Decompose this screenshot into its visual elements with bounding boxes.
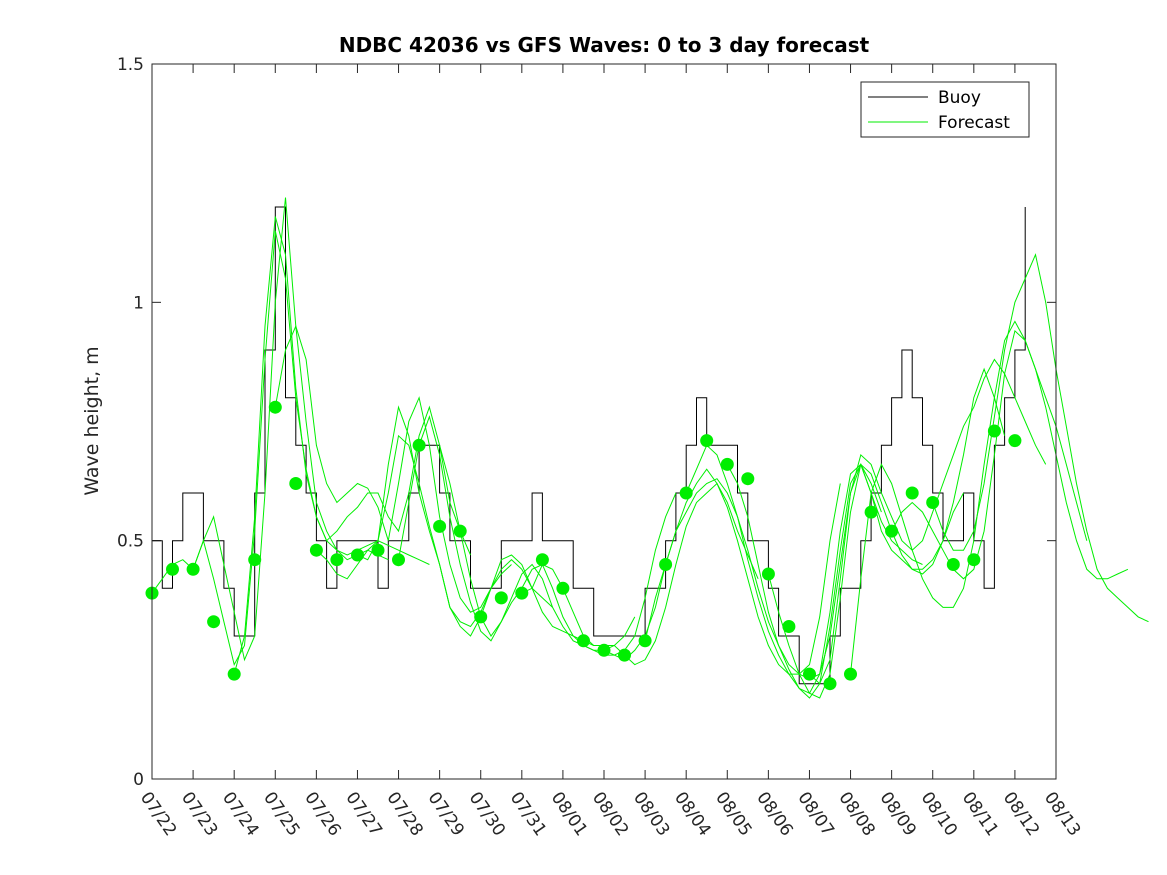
analysis-point: [577, 634, 590, 648]
forecast-series-line-16: [850, 320, 1088, 675]
analysis-point: [823, 677, 837, 691]
forecast-series-line-13: [726, 463, 964, 699]
analysis-point: [166, 562, 179, 576]
analysis-point: [659, 558, 673, 571]
y-tick-label: 1: [133, 293, 144, 313]
analysis-point: [618, 648, 631, 662]
analysis-point: [987, 424, 1001, 438]
y-tick-label: 1.5: [117, 55, 144, 75]
forecast-series-line-14: [767, 367, 1006, 699]
forecast-series-line-2: [192, 230, 430, 666]
analysis-point: [864, 505, 878, 519]
analysis-point: [186, 562, 200, 576]
analysis-point: [248, 553, 262, 567]
legend-box: [860, 81, 1030, 138]
forecast-series-line-3: [233, 216, 471, 675]
y-tick-label: 0.5: [117, 532, 144, 552]
analysis-point: [371, 543, 385, 557]
analysis-point: [700, 434, 714, 448]
legend-label-buoy: Buoy: [938, 88, 981, 108]
analysis-point: [351, 548, 364, 562]
analysis-point: [782, 620, 796, 633]
analysis-point: [309, 543, 323, 557]
analysis-point: [392, 553, 405, 567]
analysis-point: [761, 567, 775, 581]
analysis-point: [289, 477, 303, 490]
analysis-point: [905, 486, 919, 500]
analysis-point: [679, 486, 693, 500]
analysis-point: [433, 519, 447, 533]
analysis-point: [556, 581, 570, 595]
analysis-point: [268, 400, 282, 414]
analysis-point: [885, 524, 899, 538]
forecast-series-line-11: [644, 463, 882, 680]
analysis-point: [227, 667, 241, 681]
analysis-point: [474, 610, 488, 624]
analysis-point: [453, 524, 467, 538]
analysis-point: [926, 496, 940, 509]
analysis-point: [1008, 434, 1022, 448]
analysis-point: [535, 553, 549, 567]
analysis-point: [967, 553, 981, 567]
plot-area: [145, 197, 1149, 699]
legend-label-forecast: Forecast: [938, 113, 1010, 133]
analysis-point: [741, 472, 755, 486]
analysis-point: [494, 591, 508, 605]
forecast-series-line-8: [439, 445, 677, 656]
forecast-series-line-4: [274, 324, 512, 613]
y-tick-label: 0: [133, 770, 144, 790]
analysis-point: [844, 667, 857, 681]
analysis-point: [330, 553, 344, 567]
forecast-series-line-5: [316, 405, 553, 628]
forecast-series-line-6: [357, 434, 594, 646]
analysis-point: [597, 643, 611, 657]
analysis-point: [946, 558, 960, 571]
y-axis-label: Wave height, m: [81, 346, 103, 495]
analysis-point: [207, 615, 221, 629]
chart-title: NDBC 42036 vs GFS Waves: 0 to 3 day fore…: [339, 33, 870, 57]
forecast-series-line-7: [398, 415, 636, 651]
buoy-series-line: [152, 206, 1026, 685]
analysis-point: [803, 667, 816, 681]
forecast-series-line-12: [685, 444, 923, 694]
analysis-point: [412, 438, 426, 452]
forecast-series-line-18: [932, 253, 1149, 623]
forecast-series-line-17: [891, 329, 1129, 580]
axes-box: [151, 63, 1057, 780]
analysis-point: [720, 457, 734, 471]
forecast-series-line-15: [809, 358, 1047, 685]
analysis-point: [638, 634, 652, 648]
analysis-point: [515, 586, 529, 600]
legend: Buoy Forecast: [860, 81, 1030, 138]
